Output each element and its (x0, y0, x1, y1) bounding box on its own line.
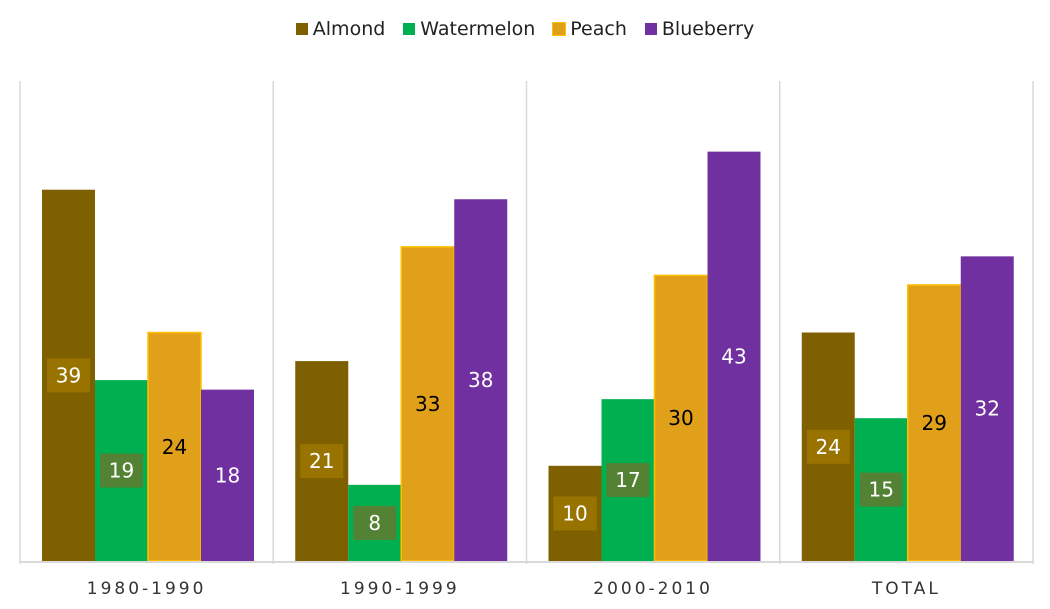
data-label: 24 (162, 435, 187, 459)
data-label-background (806, 429, 850, 464)
data-label-background (100, 453, 143, 488)
data-label: 18 (215, 463, 240, 487)
data-label: 15 (869, 478, 894, 502)
legend-item: Almond (295, 18, 386, 40)
legend-item: Peach (552, 18, 627, 40)
data-label: 39 (56, 363, 81, 387)
data-label-background (859, 472, 903, 507)
data-label: 21 (309, 449, 334, 473)
legend: Almond Watermelon Peach Blueberry (0, 18, 1050, 40)
data-label: 30 (668, 406, 693, 430)
data-label: 17 (615, 468, 640, 492)
bar-blueberry (960, 256, 1014, 561)
legend-item: Blueberry (644, 18, 755, 40)
x-tick-label: 2000-2010 (593, 579, 713, 599)
data-label-background (353, 505, 397, 540)
legend-label: Almond (312, 18, 386, 40)
data-label: 24 (816, 435, 841, 459)
data-label: 19 (109, 459, 134, 483)
bar-blueberry (454, 199, 508, 562)
legend-swatch (403, 23, 416, 35)
data-label-background (300, 444, 344, 479)
legend-item: Watermelon (403, 18, 535, 40)
bar-peach (147, 331, 202, 562)
legend-swatch (295, 23, 308, 35)
bar-blueberry (201, 389, 254, 561)
data-label: 10 (562, 501, 587, 525)
data-label: 33 (415, 392, 440, 416)
data-label: 38 (468, 368, 493, 392)
data-label: 29 (922, 411, 947, 435)
bar-peach (400, 246, 455, 562)
data-label-background (553, 496, 597, 531)
bar-blueberry (707, 151, 761, 561)
data-label: 32 (975, 397, 1000, 421)
data-label-background (606, 463, 650, 498)
legend-label: Blueberry (661, 18, 755, 40)
legend-label: Watermelon (420, 18, 536, 40)
x-tick-label: 1980-1990 (87, 579, 207, 599)
legend-label: Peach (570, 18, 627, 40)
legend-swatch (644, 23, 657, 35)
data-label: 8 (368, 511, 381, 535)
legend-swatch (552, 22, 567, 36)
data-label-background (47, 358, 90, 393)
x-tick-label: 1990-1999 (340, 579, 460, 599)
x-tick-label: TOTAL (871, 579, 941, 599)
data-label: 43 (721, 344, 746, 368)
